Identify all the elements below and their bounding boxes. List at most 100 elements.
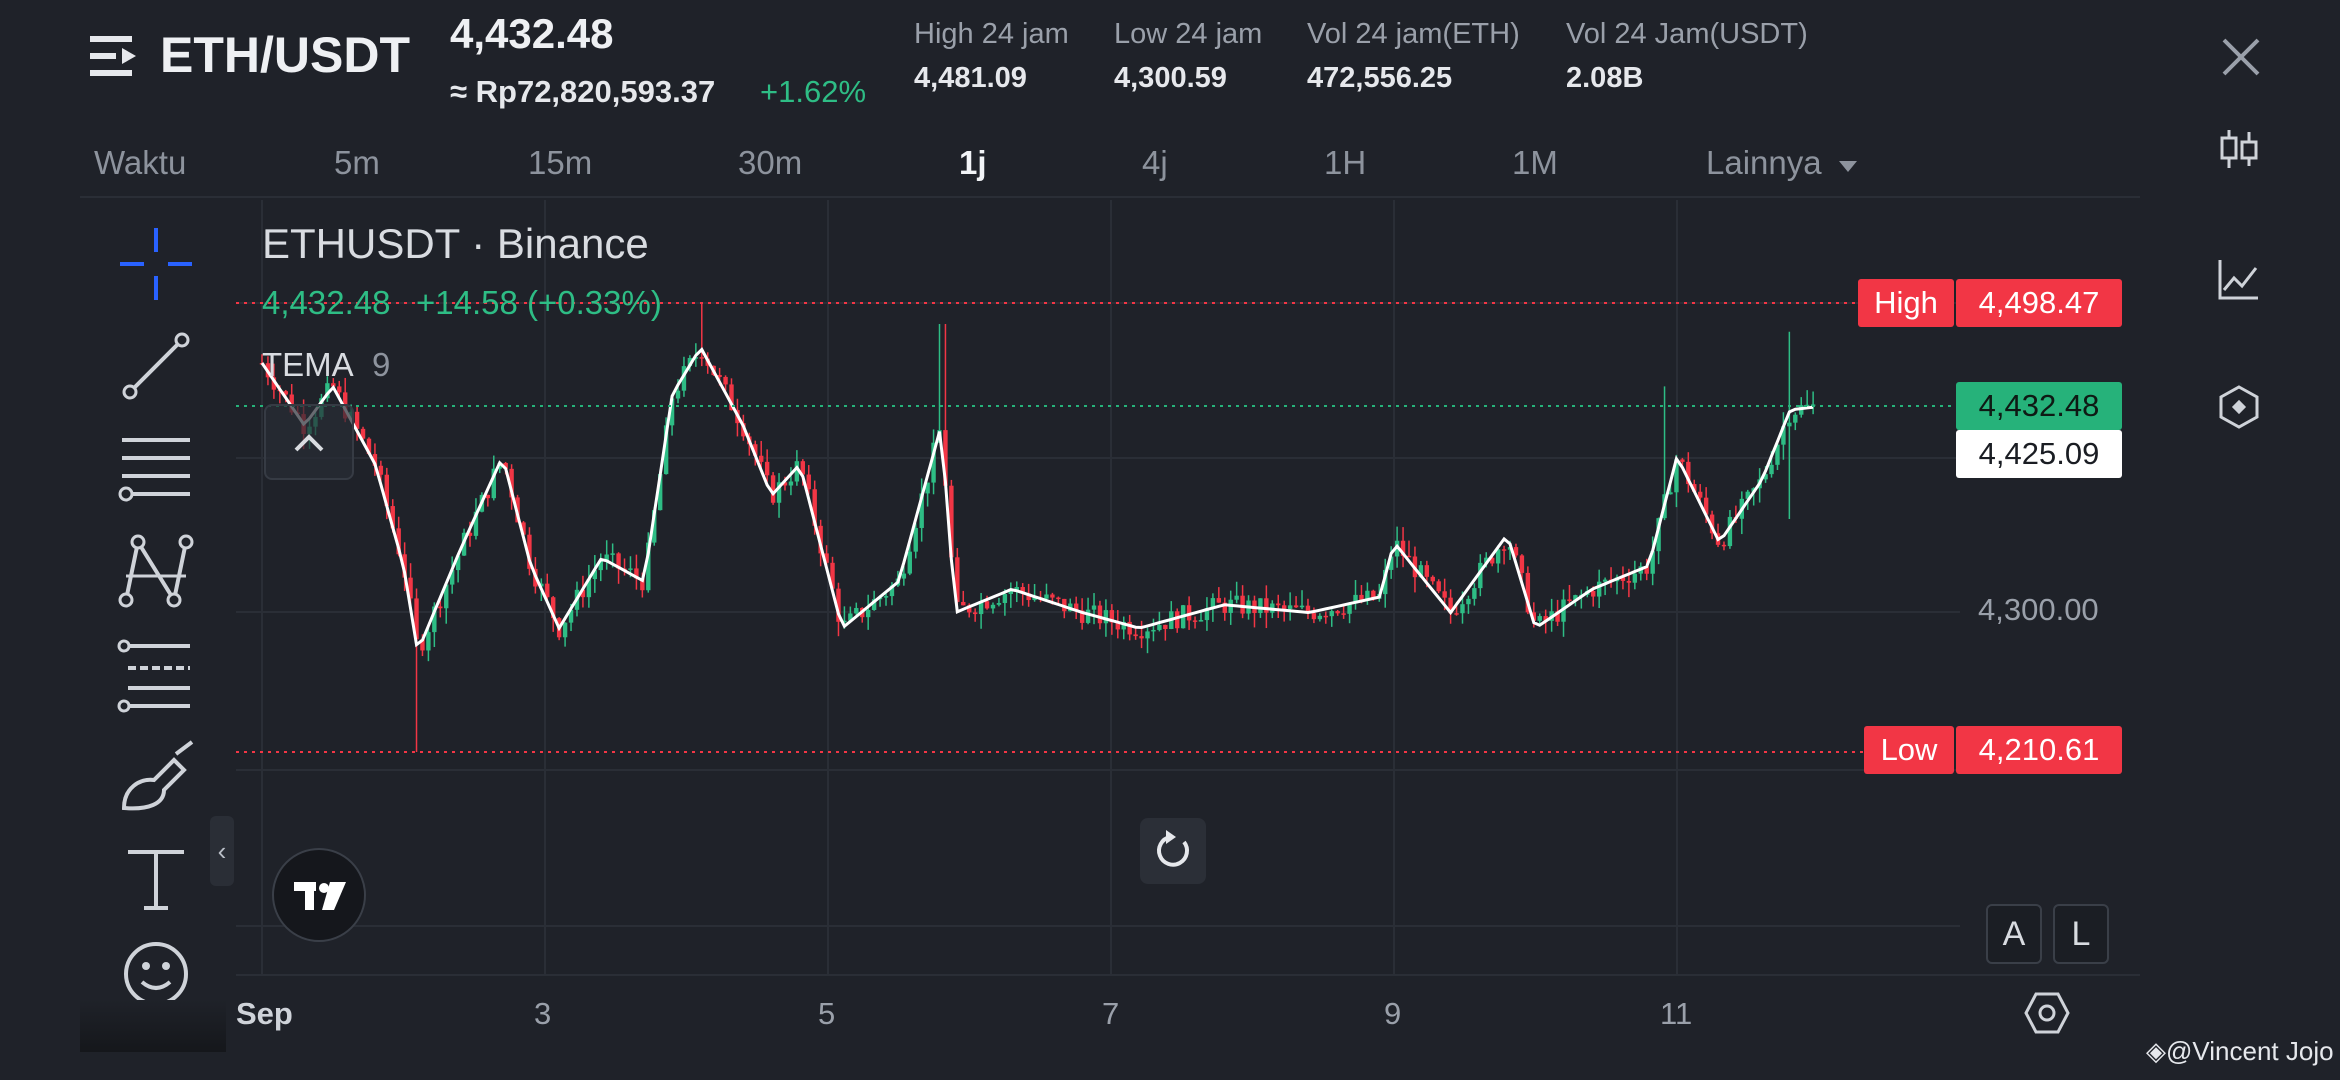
candle [1400,527,1406,568]
candle [1335,609,1340,616]
trend-line-icon[interactable] [114,324,198,408]
chart-settings-icon[interactable] [2024,990,2070,1036]
tf-more-label: Lainnya [1706,144,1822,181]
x-axis-tick: 9 [1384,996,1402,1031]
indicators-icon[interactable] [2216,256,2262,302]
tf-4j[interactable]: 4j [1142,144,1168,181]
tema-line [260,347,1814,648]
candle [414,588,419,752]
candle [990,602,996,614]
log-scale-button[interactable]: L [2053,904,2109,964]
candle [1775,441,1780,471]
candle [598,553,603,582]
x-axis-tick: 7 [1102,996,1120,1031]
candle [1561,589,1566,637]
candle [699,303,704,367]
candle [1430,575,1435,585]
ohlc-change: +14.58 (+0.33%) [416,284,662,321]
candle [1632,560,1638,590]
indicator-period: 9 [372,346,391,383]
toolbar-collapse-button[interactable]: ‹ [210,816,234,886]
candle [634,554,639,590]
ohlc-last: 4,432.48 [262,284,391,321]
candle [1115,610,1120,639]
candle [907,541,912,576]
candle [978,592,984,629]
candle [1169,601,1174,630]
tf-1h[interactable]: 1H [1324,144,1367,181]
candle [1264,585,1269,629]
candle [1793,412,1798,431]
legend-collapse-button[interactable] [264,404,354,480]
x-axis-tick: 5 [818,996,836,1031]
tf-1j[interactable]: 1j [959,144,987,181]
candle [1163,624,1168,641]
candle [325,376,330,402]
candle [1276,594,1281,618]
candle [1073,596,1079,620]
candle [1198,612,1204,622]
candle [1228,590,1233,625]
stat-high-label: High 24 jam [914,18,1069,50]
tf-15m[interactable]: 15m [528,144,593,181]
tf-5m[interactable]: 5m [334,144,380,181]
indicator-label[interactable]: TEMA [262,346,354,383]
candle [931,429,936,495]
chart-grid [236,200,2140,976]
reset-chart-button[interactable] [1140,818,1206,884]
timeframe-divider [80,196,2140,198]
menu-icon[interactable] [88,30,140,82]
x-axis-tick: 3 [534,996,552,1031]
candle [1686,452,1691,493]
candlestick-icon[interactable] [2216,126,2262,172]
change-percent: +1.62% [760,74,867,109]
candle [1222,597,1227,621]
candle [592,555,598,593]
candle [1495,545,1501,573]
parallel-lines-icon[interactable] [114,426,198,510]
candle [1341,604,1346,619]
high-value: 4,498.47 [1956,279,2122,327]
candle [865,594,871,630]
candle [426,625,431,662]
candle [1329,609,1334,627]
candle [1234,581,1239,604]
candle [1091,593,1097,625]
pair-title[interactable]: ETH/USDT [160,27,410,83]
tf-time[interactable]: Waktu [94,144,187,181]
candle [830,556,835,590]
candle [1204,597,1210,631]
brush-icon[interactable] [114,736,198,820]
settings-hex-icon[interactable] [2216,384,2262,430]
tf-more[interactable]: Lainnya [1706,144,1859,182]
tradingview-logo[interactable] [272,848,366,942]
tradingview-logo-icon [294,882,346,910]
candle [604,540,609,570]
tf-1m[interactable]: 1M [1512,144,1558,181]
candle [1804,390,1810,407]
tf-30m[interactable]: 30m [738,144,803,181]
chevron-left-icon: ‹ [217,836,227,866]
candle [1698,484,1703,502]
drawing-toolbar [80,200,226,1050]
fib-retracement-icon[interactable] [114,632,198,716]
high-label: High [1858,279,1954,327]
candle [1448,589,1453,624]
candle [1293,596,1299,608]
candle [1383,558,1388,608]
pattern-icon[interactable] [114,530,198,614]
crosshair-icon[interactable] [114,222,198,306]
auto-scale-button[interactable]: A [1986,904,2042,964]
last-price-tag: 4,432.48 [1956,382,2122,430]
chart-title[interactable]: ETHUSDT · Binance [262,220,649,267]
candle [1472,583,1477,606]
candle [1602,577,1608,596]
diamond-icon: ◈ [2146,1036,2166,1066]
close-icon[interactable] [2216,32,2266,82]
stat-vol-usdt-value: 2.08B [1566,62,1644,94]
text-icon[interactable] [114,836,198,920]
candle [1240,585,1245,619]
candle [1537,613,1542,624]
candle [1323,611,1328,624]
